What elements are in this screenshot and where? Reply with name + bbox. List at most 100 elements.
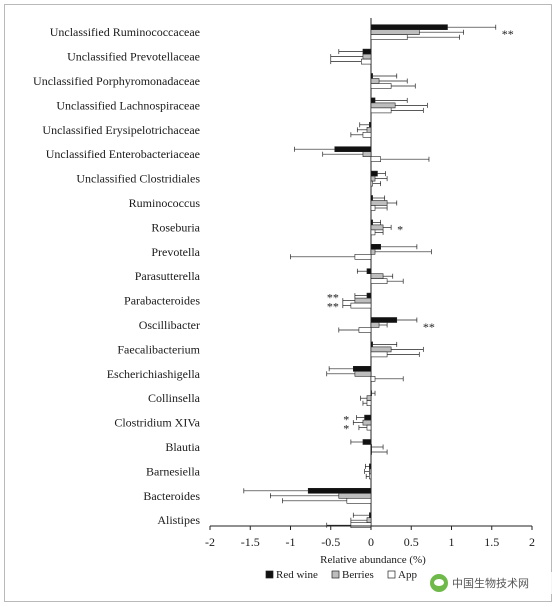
bar-berries xyxy=(362,151,372,157)
category-label: Alistipes xyxy=(157,513,200,527)
bar-red-wine xyxy=(369,463,372,470)
significance-mark: ** xyxy=(423,320,435,334)
category-label: Barnesiella xyxy=(146,464,201,478)
legend-swatch xyxy=(331,570,340,579)
bar-apple xyxy=(370,278,388,285)
bar-berries xyxy=(370,78,380,84)
bar-apple xyxy=(346,497,372,504)
legend-swatch xyxy=(265,570,274,579)
bar-apple xyxy=(350,522,372,529)
bar-red-wine xyxy=(370,317,398,323)
bar-berries xyxy=(370,346,392,353)
bar-apple xyxy=(354,254,372,260)
category-label: Unclassified Prevotellaceae xyxy=(67,50,200,64)
bar-red-wine xyxy=(366,292,372,299)
category-label: Faecalibacterium xyxy=(117,342,200,356)
x-tick-label: 1.5 xyxy=(484,535,499,549)
bar-red-wine xyxy=(370,244,381,250)
bar-berries xyxy=(362,419,372,426)
bar-apple xyxy=(370,229,376,236)
category-label: Escherichiashigella xyxy=(107,367,201,381)
bar-apple xyxy=(369,473,372,480)
category-label: Blautia xyxy=(165,440,200,454)
category-label: Bacteroides xyxy=(143,489,200,503)
x-tick-label: 2 xyxy=(529,535,535,549)
category-label: Unclassified Lachnospiraceae xyxy=(56,98,200,112)
category-label: Unclassified Ruminococcaceae xyxy=(50,25,200,39)
bar-red-wine xyxy=(352,365,372,372)
bar-apple xyxy=(362,132,372,138)
bar-berries xyxy=(370,224,384,231)
bar-berries xyxy=(370,175,376,182)
bar-apple xyxy=(370,107,392,114)
bar-berries xyxy=(354,370,372,377)
significance-mark: * xyxy=(343,413,349,427)
bar-berries xyxy=(338,492,372,499)
bar-red-wine xyxy=(370,170,378,177)
bar-red-wine xyxy=(362,439,372,445)
bar-apple xyxy=(358,327,372,333)
category-label: Prevotella xyxy=(151,245,200,259)
watermark: 中国生物技术网 xyxy=(430,572,552,594)
category-label: Unclassified Porphyromonadaceae xyxy=(33,74,200,88)
category-label: Ruminococcus xyxy=(129,196,201,210)
bar-berries xyxy=(370,29,420,36)
bar-red-wine xyxy=(369,122,372,128)
legend-label: Red wine xyxy=(276,569,318,581)
bar-apple xyxy=(350,302,372,309)
bar-red-wine xyxy=(362,48,372,55)
bar-berries xyxy=(369,468,372,475)
bar-apple xyxy=(370,156,381,162)
category-label: Collinsella xyxy=(148,391,201,405)
bar-apple xyxy=(361,58,372,65)
bar-red-wine xyxy=(364,414,372,421)
bar-berries xyxy=(354,297,372,304)
x-tick-label: -0.5 xyxy=(321,535,340,549)
category-label: Unclassified Erysipelotrichaceae xyxy=(42,123,200,137)
legend-label: Berries xyxy=(342,569,374,581)
x-tick-label: 1 xyxy=(449,535,455,549)
bar-berries xyxy=(366,127,372,133)
bar-berries xyxy=(370,322,380,328)
bar-berries xyxy=(362,53,372,60)
category-label: Clostridium XIVa xyxy=(114,416,200,430)
x-tick-label: 0.5 xyxy=(404,535,419,549)
significance-mark: ** xyxy=(327,291,339,305)
bar-berries xyxy=(370,200,388,206)
x-tick-label: -1 xyxy=(286,535,296,549)
x-tick-label: 0 xyxy=(368,535,374,549)
category-label: Parabacteroides xyxy=(124,294,200,308)
chart-frame xyxy=(4,4,552,602)
bar-apple xyxy=(370,351,388,358)
bar-red-wine xyxy=(369,512,372,519)
category-label: Oscillibacter xyxy=(139,318,200,332)
bar-red-wine xyxy=(370,341,373,348)
bar-apple xyxy=(370,180,373,187)
bar-berries xyxy=(370,249,376,255)
bar-apple xyxy=(366,424,372,431)
bar-red-wine xyxy=(370,73,373,79)
x-tick-label: -2 xyxy=(205,535,215,549)
bar-red-wine xyxy=(307,487,372,494)
x-tick-label: -1.5 xyxy=(241,535,260,549)
wechat-icon xyxy=(430,574,448,592)
bar-red-wine xyxy=(370,219,373,226)
significance-mark: * xyxy=(343,422,349,436)
watermark-text: 中国生物技术网 xyxy=(452,577,529,590)
bar-apple xyxy=(370,205,376,211)
bar-red-wine xyxy=(334,146,372,152)
legend-label: App xyxy=(398,569,417,581)
bar-apple xyxy=(370,375,376,382)
bar-berries xyxy=(370,102,396,109)
legend-swatch xyxy=(387,570,396,579)
significance-mark: * xyxy=(397,222,403,236)
category-label: Parasutterella xyxy=(135,269,201,283)
bar-apple xyxy=(370,83,392,89)
bar-red-wine xyxy=(370,24,448,31)
bar-apple xyxy=(366,400,372,407)
bar-berries xyxy=(370,273,384,280)
category-label: Unclassified Clostridiales xyxy=(76,172,200,186)
bar-berries xyxy=(366,517,372,524)
category-label: Unclassified Enterobacteriaceae xyxy=(46,147,200,161)
